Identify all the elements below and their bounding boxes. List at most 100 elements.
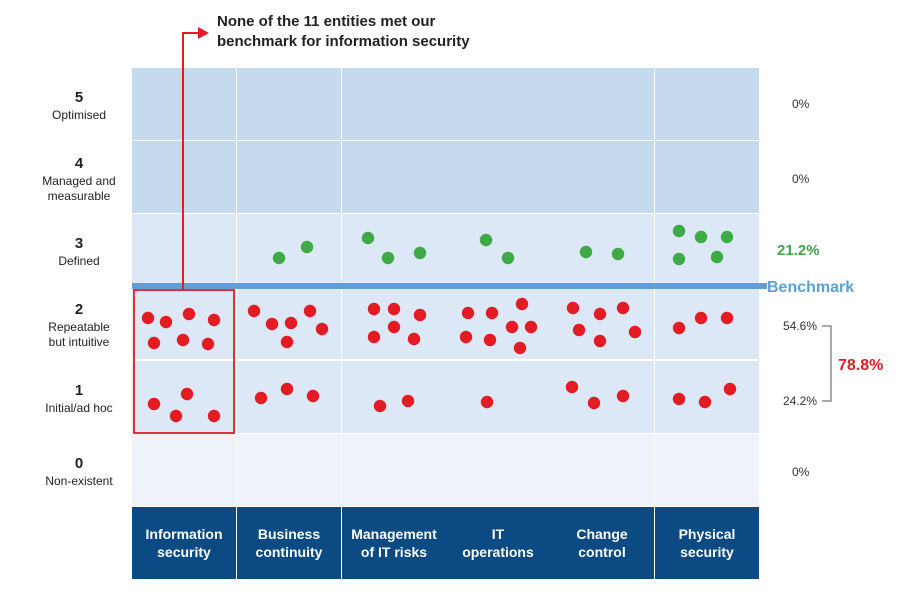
grid-cell [550,287,654,359]
level-number: 4 [75,155,84,172]
entity-dot-above-benchmark [300,240,314,254]
level-name: measurable [48,189,111,203]
level-percentage: 0% [792,172,810,186]
category-label: Information [146,526,223,542]
entity-dot-below-benchmark [720,311,734,325]
entity-dot-above-benchmark [479,233,493,247]
entity-dot-above-benchmark [710,250,724,264]
category-label: Physical [679,526,736,542]
entity-dot-below-benchmark [461,306,475,320]
level-percentage: 0% [792,97,810,111]
entity-dot-below-benchmark [565,380,579,394]
level-name: Non-existent [45,474,113,488]
grid-cell [655,214,759,286]
grid-cell [655,287,759,359]
entity-dot-below-benchmark [280,382,294,396]
entity-dot-below-benchmark [387,320,401,334]
level-name: Managed and [42,174,115,188]
category-label: Business [258,526,320,542]
grid-cell [446,361,550,433]
level-percentage: 24.2% [783,394,817,408]
entity-dot-below-benchmark [265,317,279,331]
grid-cell [655,141,759,213]
entity-dot-below-benchmark [513,341,527,355]
entity-dot-above-benchmark [413,246,427,260]
entity-dot-above-benchmark [672,224,686,238]
entity-dot-above-benchmark [381,251,395,265]
entity-dot-above-benchmark [720,230,734,244]
level-number: 2 [75,301,83,318]
entity-dot-below-benchmark [524,320,538,334]
entity-dot-below-benchmark [480,395,494,409]
annotation-text: benchmark for information security [217,33,470,50]
entity-dot-above-benchmark [272,251,286,265]
entity-dot-below-benchmark [387,302,401,316]
entity-dot-below-benchmark [176,333,190,347]
entity-dot-below-benchmark [628,325,642,339]
grid-cell [237,361,341,433]
benchmark-line [132,283,767,289]
category-label: operations [462,544,534,560]
level-percentage: 21.2% [777,242,820,259]
category-label: IT [492,526,505,542]
category-cell [655,507,759,579]
category-label: security [680,544,734,560]
entity-dot-below-benchmark [401,394,415,408]
grid-cell [237,434,341,506]
grid-cell [550,68,654,140]
grid-cell [446,68,550,140]
entity-dot-below-benchmark [459,330,473,344]
annotation-text: None of the 11 entities met our [217,13,436,30]
entity-dot-below-benchmark [593,334,607,348]
grid-cell [655,434,759,506]
entity-dot-above-benchmark [672,252,686,266]
entity-dot-below-benchmark [367,330,381,344]
entity-dot-below-benchmark [207,409,221,423]
grid-cell [446,434,550,506]
percentage-bracket [822,325,832,402]
category-cell [550,507,654,579]
entity-dot-below-benchmark [616,301,630,315]
level-name: Defined [58,254,99,268]
grid-cell [342,141,446,213]
grid-cell [342,434,446,506]
category-label: continuity [256,544,323,560]
entity-dot-below-benchmark [593,307,607,321]
entity-dot-below-benchmark [694,311,708,325]
level-percentage: 54.6% [783,319,817,333]
category-cell [237,507,341,579]
entity-dot-above-benchmark [694,230,708,244]
entity-dot-below-benchmark [515,297,529,311]
grid-cell [237,68,341,140]
grid-cell [342,361,446,433]
entity-dot-below-benchmark [367,302,381,316]
entity-dot-below-benchmark [280,335,294,349]
entity-dot-below-benchmark [141,311,155,325]
entity-dot-below-benchmark [672,321,686,335]
entity-dot-below-benchmark [373,399,387,413]
entity-dot-below-benchmark [413,308,427,322]
annotation-connector [182,32,200,290]
level-name: Optimised [52,108,106,122]
grid-cell [655,68,759,140]
grid-cell [550,434,654,506]
entity-dot-below-benchmark [483,333,497,347]
entity-dot-below-benchmark [147,336,161,350]
level-number: 3 [75,235,83,252]
grid-cell [446,141,550,213]
entity-dot-below-benchmark [169,409,183,423]
entity-dot-below-benchmark [159,315,173,329]
entity-dot-below-benchmark [201,337,215,351]
entity-dot-below-benchmark [407,332,421,346]
category-label: security [157,544,211,560]
entity-dot-below-benchmark [587,396,601,410]
entity-dot-below-benchmark [485,306,499,320]
grid-cell [237,141,341,213]
category-cell [446,507,550,579]
level-name: Repeatable [48,320,110,334]
entity-dot-below-benchmark [315,322,329,336]
entity-dot-above-benchmark [501,251,515,265]
entity-dot-below-benchmark [182,307,196,321]
level-number: 0 [75,455,83,472]
entity-dot-above-benchmark [579,245,593,259]
